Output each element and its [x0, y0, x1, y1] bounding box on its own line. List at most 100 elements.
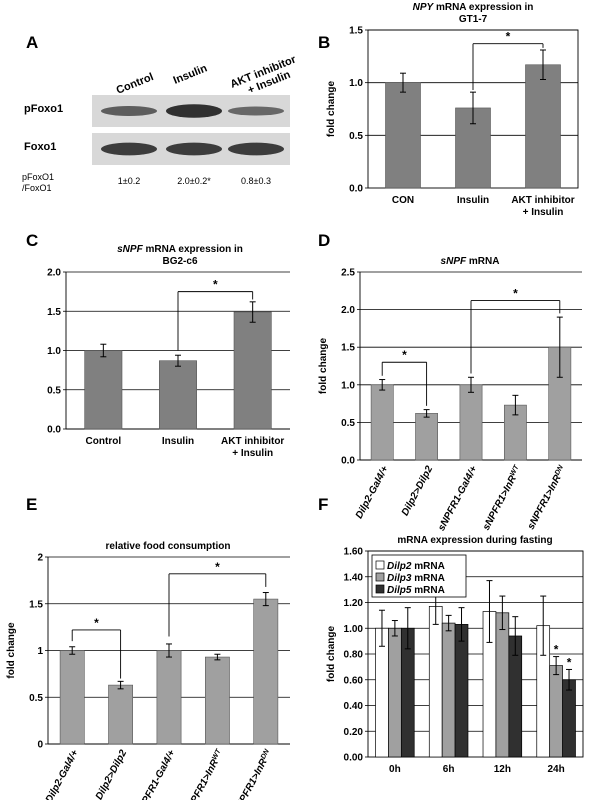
category-label-4: sNPFR1>InRDN	[525, 463, 569, 531]
title-part-1: mRNA expression in	[433, 2, 533, 13]
ytick-label: 0.5	[29, 693, 43, 704]
ytick-label: 0.0	[341, 456, 355, 467]
ytick-label: 1.60	[344, 547, 364, 558]
category-label-4: sNPFR1>InRDN	[231, 747, 275, 800]
category-label-2: sNPFR1-Gal4/+	[134, 748, 178, 800]
panel-label-b: B	[318, 33, 330, 52]
legend-gene: Dilp3	[387, 573, 412, 584]
category-label-0-0: Control	[86, 436, 122, 447]
bar-1	[159, 360, 197, 430]
blot-bands	[101, 104, 284, 156]
band-pfoxo1-2	[228, 106, 284, 116]
category-label-0: Dilp2-Gal4/+	[44, 748, 81, 800]
ytick-label: 0.40	[344, 701, 364, 712]
bar-2	[525, 64, 561, 189]
category-label-3-0: 24h	[548, 764, 565, 775]
blot-column-akt-insulin: AKT inhibitor+ Insulin	[229, 53, 299, 96]
ytick-label: 0.20	[344, 727, 364, 738]
legend-swatch-dilp3	[375, 572, 385, 582]
category-text: Dilp2>Dilp2	[94, 748, 130, 800]
category-label-0: Dilp2-Gal4/+	[354, 464, 391, 521]
band-foxo1-0	[101, 142, 157, 156]
ytick-label: 0.60	[344, 675, 364, 686]
ytick-label: 2.5	[341, 268, 355, 279]
ytick-label: 0.80	[344, 650, 364, 661]
chart-subtitle-b: GT1-7	[459, 14, 488, 25]
category-text: sNPFR1-Gal4/+	[134, 748, 178, 800]
significance-star-1: *	[513, 287, 518, 301]
bar-2	[459, 384, 483, 461]
title-part-0: relative food consumption	[105, 541, 230, 552]
ytick-label: 0.5	[47, 385, 61, 396]
bar-0	[370, 384, 394, 461]
title-part-0: mRNA expression during fasting	[397, 535, 552, 546]
ytick-label: 1	[37, 646, 43, 657]
category-superscript: DN	[260, 747, 271, 760]
panel-label-e: E	[26, 495, 37, 514]
chart-title-d: sNPF mRNA	[441, 256, 500, 267]
panel-label-f: F	[318, 495, 328, 514]
category-label-1: Dilp2>Dilp2	[400, 464, 436, 518]
bar-3	[205, 656, 230, 745]
ratio-label-line1: pFoxO1	[22, 172, 54, 182]
category-text: sNPFR1-Gal4/+	[436, 464, 480, 533]
category-label-1: Dilp2>Dilp2	[94, 748, 130, 800]
legend-entry-dilp5: Dilp5 mRNA	[387, 585, 445, 596]
significance-star: *	[567, 655, 572, 669]
ytick-label: 1.5	[341, 343, 355, 354]
ytick-label: 1.00	[344, 624, 364, 635]
significance-star-0: *	[94, 616, 99, 630]
plot-frame	[367, 550, 584, 758]
category-text: sNPFR1>InR	[481, 473, 519, 532]
ytick-label: 1.0	[341, 380, 355, 391]
legend-suffix: mRNA	[411, 585, 444, 596]
ytick-label: 2.0	[47, 268, 61, 279]
chart-title-e: relative food consumption	[105, 541, 230, 552]
ytick-label: 1.40	[344, 572, 364, 583]
bar-0	[385, 82, 421, 189]
legend-entry-dilp3: Dilp3 mRNA	[387, 573, 445, 584]
significance-star: *	[554, 643, 559, 657]
band-pfoxo1-0	[101, 106, 157, 116]
ytick-label: 1.5	[349, 26, 363, 37]
category-label-2-1: + Insulin	[232, 448, 273, 459]
bar-0	[84, 350, 123, 430]
category-text: sNPFR1>InR	[232, 757, 270, 800]
bar-dilp2-0	[375, 627, 389, 758]
ytick-label: 1.0	[47, 346, 61, 357]
title-part-1: mRNA	[466, 256, 499, 267]
panel-label-a: A	[26, 33, 38, 52]
bar-1	[415, 413, 439, 461]
category-label-1-0: Insulin	[162, 436, 194, 447]
bar-2	[156, 650, 182, 745]
ytick-label: 1.0	[349, 78, 363, 89]
bar-0	[59, 650, 85, 745]
category-label-2-0: AKT inhibitor	[511, 195, 574, 206]
significance-star-0: *	[506, 30, 511, 44]
bar-dilp3-2	[495, 612, 510, 758]
bar-dilp3-0	[388, 627, 402, 758]
chart-title-b: NPY mRNA expression in	[413, 2, 534, 13]
title-part-0: NPY	[413, 2, 435, 13]
category-superscript: DN	[554, 463, 565, 476]
legend-entry-dilp2: Dilp2 mRNA	[387, 561, 445, 572]
legend-gene: Dilp2	[387, 561, 412, 572]
category-label-2-0: AKT inhibitor	[221, 436, 284, 447]
legend-gene: Dilp5	[387, 585, 412, 596]
category-label-1-0: Insulin	[457, 195, 489, 206]
chart-title-f: mRNA expression during fasting	[397, 535, 552, 546]
legend-swatch-dilp5	[375, 584, 385, 594]
y-axis-label: fold change	[6, 622, 17, 679]
ratio-value-akt: 0.8±0.3	[241, 176, 271, 186]
legend-suffix: mRNA	[411, 573, 444, 584]
chart-subtitle-c: BG2-c6	[162, 256, 197, 267]
ytick-label: 1.5	[29, 599, 43, 610]
ytick-label: 2.0	[341, 305, 355, 316]
blot-col-0: Control	[115, 71, 156, 97]
